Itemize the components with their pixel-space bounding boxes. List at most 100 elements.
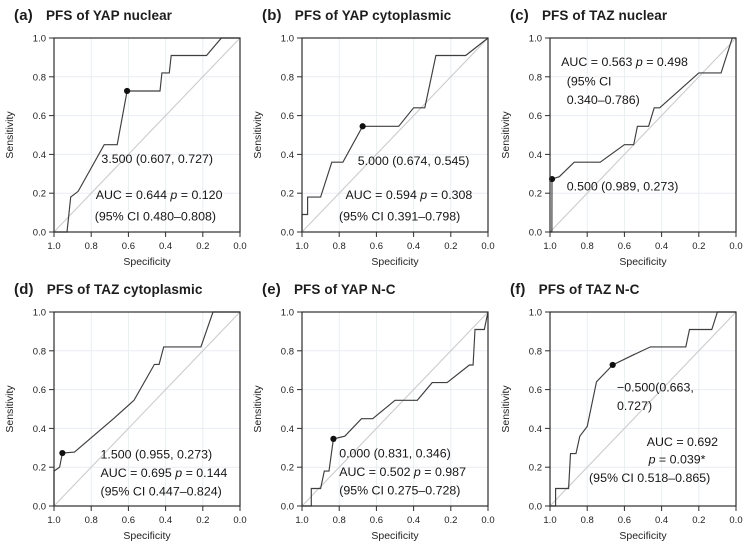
x-tick-label: 0.4 [407, 241, 420, 252]
y-tick-label: 1.0 [281, 308, 294, 319]
x-tick-label: 1.0 [543, 241, 556, 252]
x-tick-label: 0.2 [444, 515, 457, 526]
annotation-text: (95% CI 0.275–0.728) [339, 483, 460, 497]
annotation-text: AUC = 0.594 p = 0.308 [346, 188, 473, 202]
x-tick-label: 1.0 [47, 241, 60, 252]
y-tick-label: 0.2 [529, 463, 542, 474]
x-tick-label: 0.8 [581, 515, 594, 526]
x-tick-label: 1.0 [295, 241, 308, 252]
x-tick-label: 0.2 [692, 241, 705, 252]
y-tick-label: 1.0 [33, 308, 46, 319]
y-tick-label: 1.0 [529, 308, 542, 319]
roc-plot: 1.0 0.8 0.6 0.4 0.2 0.0 0.0 0.2 0.4 0.6 0.8 1.0 Spec… [4, 308, 247, 543]
y-axis-label: Sensitivity [4, 111, 16, 159]
x-tick-label: 0.2 [196, 241, 209, 252]
y-tick-label: 0.6 [33, 385, 46, 396]
roc-panel-c: (c) PFS of TAZ nuclear 1.0 0.8 0.6 0.4 0.2 0.0 0… [496, 0, 744, 274]
x-axis-label: Specificity [123, 256, 171, 268]
x-tick-label: 0.6 [122, 241, 135, 252]
annotation-text: (95% CI 0.447–0.824) [101, 484, 222, 498]
roc-plot: 1.0 0.8 0.6 0.4 0.2 0.0 0.0 0.2 0.4 0.6 0.8 1.0 Spec… [252, 34, 495, 269]
reference-diagonal [301, 311, 489, 507]
panel-header: (d) PFS of TAZ cytoplasmic [0, 274, 248, 304]
annotation-text: 0.000 (0.831, 0.346) [339, 447, 451, 461]
x-tick-label: 0.2 [692, 515, 705, 526]
panel-letter: (b) [262, 6, 282, 24]
x-tick-label: 0.8 [333, 241, 346, 252]
panel-letter: (a) [14, 6, 33, 24]
y-tick-label: 0.0 [281, 502, 294, 513]
y-tick-label: 0.4 [281, 424, 294, 435]
annotation-text: AUC = 0.695 p = 0.144 [101, 466, 228, 480]
plot-border [549, 37, 737, 233]
y-tick-label: 0.0 [33, 502, 46, 513]
panel-letter: (d) [14, 280, 34, 298]
reference-diagonal [53, 311, 241, 507]
x-axis-label: Specificity [371, 256, 419, 268]
y-tick-label: 0.6 [529, 111, 542, 122]
annotation-text: (95% CI 0.518–0.865) [589, 471, 710, 485]
annotation-text: (95% CI 0.391–0.798) [339, 209, 460, 223]
y-tick-label: 1.0 [529, 34, 542, 45]
y-tick-label: 0.2 [281, 463, 294, 474]
y-tick-label: 0.6 [281, 385, 294, 396]
annotation-text: 0.340–0.786) [567, 93, 640, 107]
x-tick-label: 0.8 [85, 515, 98, 526]
annotation-text: (95% CI [567, 75, 612, 89]
roc-panel-b: (b) PFS of YAP cytoplasmic 1.0 0.8 0.6 0.4 0.2… [248, 0, 496, 274]
x-tick-label: 0.8 [85, 241, 98, 252]
y-tick-label: 0.0 [33, 228, 46, 239]
y-tick-label: 0.8 [33, 346, 46, 357]
roc-panel-a: (a) PFS of YAP nuclear 1.0 0.8 0.6 0.4 0.2 0.0 0… [0, 0, 248, 274]
plot-border [549, 311, 737, 507]
x-axis-label: Specificity [123, 530, 171, 542]
reference-diagonal [301, 37, 489, 233]
y-axis-label: Sensitivity [500, 111, 512, 159]
x-axis-label: Specificity [371, 530, 419, 542]
y-tick-label: 1.0 [281, 34, 294, 45]
roc-curve [302, 311, 489, 507]
x-tick-label: 0.6 [618, 241, 631, 252]
x-tick-label: 0.8 [333, 515, 346, 526]
x-tick-label: 0.2 [444, 241, 457, 252]
panel-title: PFS of YAP cytoplasmic [294, 7, 452, 23]
y-axis-label: Sensitivity [252, 111, 264, 159]
y-axis-label: Sensitivity [4, 385, 16, 433]
x-tick-label: 0.0 [729, 241, 742, 252]
y-tick-label: 0.8 [33, 72, 46, 83]
annotation-text: AUC = 0.563 p = 0.498 [561, 55, 688, 69]
x-axis-label: Specificity [619, 530, 667, 542]
cutoff-point [359, 123, 366, 130]
annotation-text: AUC = 0.692 [647, 435, 718, 449]
x-tick-label: 0.0 [233, 241, 246, 252]
x-tick-label: 0.4 [407, 515, 420, 526]
plot-border [53, 311, 241, 507]
y-tick-label: 0.8 [281, 72, 294, 83]
y-tick-label: 0.4 [529, 150, 542, 161]
annotation-text: 1.500 (0.955, 0.273) [101, 447, 213, 461]
y-tick-label: 0.0 [529, 228, 542, 239]
y-tick-label: 0.8 [281, 346, 294, 357]
panel-title: PFS of TAZ N-C [538, 281, 640, 297]
y-tick-label: 0.6 [33, 111, 46, 122]
roc-panel-f: (f) PFS of TAZ N-C 1.0 0.8 0.6 0.4 0.2 0.0 0.0 0.… [496, 274, 744, 549]
y-tick-label: 0.4 [281, 150, 294, 161]
y-axis-label: Sensitivity [252, 385, 264, 433]
annotation-text: 0.500 (0.989, 0.273) [567, 179, 679, 193]
plot-border [301, 37, 489, 233]
panel-title: PFS of YAP N-C [293, 281, 396, 297]
x-tick-label: 0.4 [655, 515, 668, 526]
x-axis-label: Specificity [619, 256, 667, 268]
y-tick-label: 0.6 [281, 111, 294, 122]
x-tick-label: 0.6 [370, 515, 383, 526]
panel-title: PFS of TAZ nuclear [541, 7, 668, 23]
y-tick-label: 0.4 [33, 424, 46, 435]
reference-diagonal [53, 37, 241, 233]
y-tick-label: 0.0 [529, 502, 542, 513]
y-tick-label: 0.8 [529, 72, 542, 83]
x-tick-label: 0.0 [233, 515, 246, 526]
plot-border [301, 311, 489, 507]
panel-header: (f) PFS of TAZ N-C [496, 274, 744, 304]
y-tick-label: 0.6 [529, 385, 542, 396]
